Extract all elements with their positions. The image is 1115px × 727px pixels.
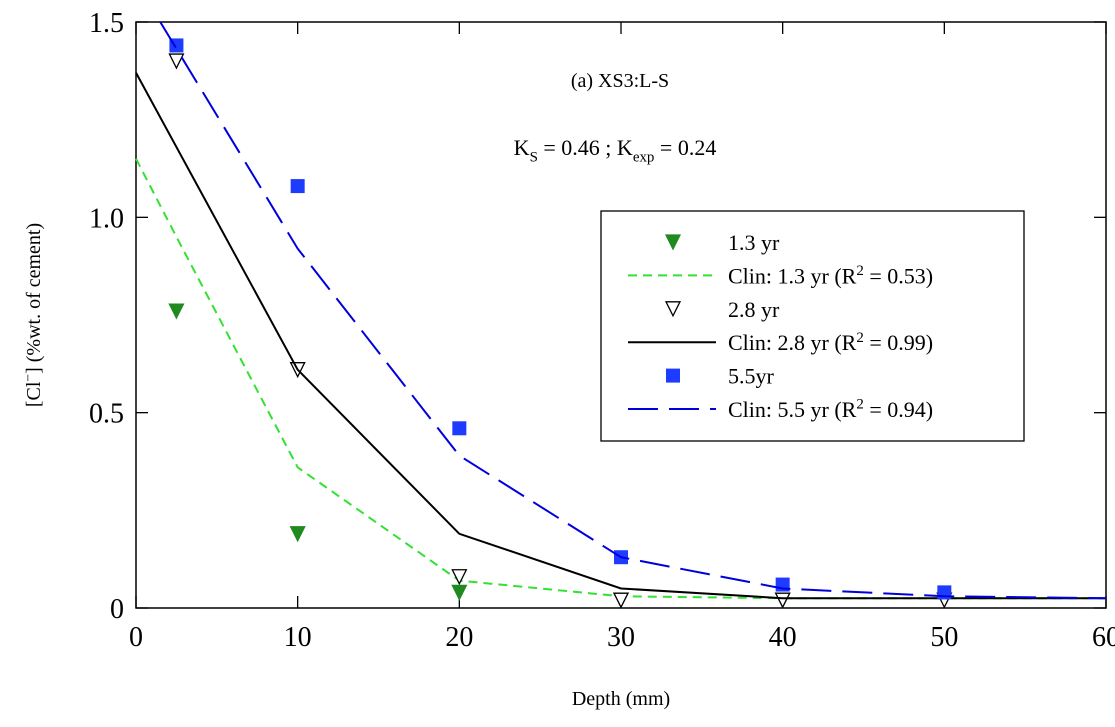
marker-triangle (168, 303, 185, 320)
text-part: = 0.99) (864, 330, 933, 355)
x-tick-label: 10 (284, 622, 312, 653)
text-part: = 0.53) (864, 263, 933, 288)
text-part: [Cl (23, 381, 45, 407)
superscript: 2 (856, 263, 863, 279)
legend-label: 2.8 yr (728, 297, 780, 322)
text-part: Clin: 1.3 yr (R (728, 263, 857, 288)
x-tick-label: 40 (769, 622, 797, 653)
marker-square (290, 179, 305, 194)
x-axis-label: Depth (mm) (572, 688, 670, 710)
superscript: 2 (856, 330, 863, 346)
marker-triangle (168, 53, 185, 70)
marker-square (452, 421, 467, 436)
y-tick-label: 0 (110, 594, 124, 625)
legend-label: 5.5yr (728, 364, 775, 389)
x-tick-label: 0 (129, 622, 143, 653)
text-part: 1.3 yr (728, 230, 780, 255)
chart-title: (a) XS3:L-S (571, 70, 669, 92)
legend-label: Clin: 1.3 yr (R2 = 0.53) (728, 263, 933, 288)
text-part: = 0.24 (654, 135, 716, 160)
superscript: 2 (856, 397, 863, 413)
text-part: = 0.46 ; K (538, 135, 633, 160)
legend-label: Clin: 2.8 yr (R2 = 0.99) (728, 330, 933, 355)
marker-triangle (612, 592, 630, 609)
y-tick-label: 1.5 (89, 8, 124, 39)
x-tick-label: 50 (930, 622, 958, 653)
legend-label: Clin: 5.5 yr (R2 = 0.94) (728, 397, 933, 422)
legend-box (600, 210, 1025, 442)
legend-marker (666, 368, 680, 383)
legend-marker (664, 301, 682, 318)
text-part: 5.5yr (728, 364, 775, 389)
subscript: S (530, 150, 538, 166)
text-part: Clin: 5.5 yr (R (728, 397, 857, 422)
legend-marker (664, 234, 682, 251)
subscript: exp (633, 150, 655, 166)
y-tick-label: 0.5 (89, 399, 124, 430)
x-tick-label: 60 (1092, 622, 1115, 653)
marker-triangle (451, 584, 468, 601)
y-tick-label: 1.0 (89, 203, 124, 234)
marker-triangle (289, 526, 306, 543)
marker-triangle (451, 569, 468, 586)
text-part: K (514, 135, 530, 160)
fit-line (159, 21, 1107, 600)
x-tick-label: 30 (607, 622, 635, 653)
text-part: Clin: 2.8 yr (R (728, 330, 857, 355)
y-axis-label: [Cl−] (%wt. of cement) (20, 223, 45, 407)
annotation: KS = 0.46 ; Kexp = 0.24 (514, 135, 717, 166)
text-part: 2.8 yr (728, 297, 780, 322)
superscript: − (20, 374, 35, 382)
marker-triangle (774, 592, 791, 609)
legend-label: 1.3 yr (728, 230, 780, 255)
text-part: ] (%wt. of cement) (23, 223, 45, 374)
x-tick-label: 20 (445, 622, 473, 653)
text-part: = 0.94) (864, 397, 933, 422)
